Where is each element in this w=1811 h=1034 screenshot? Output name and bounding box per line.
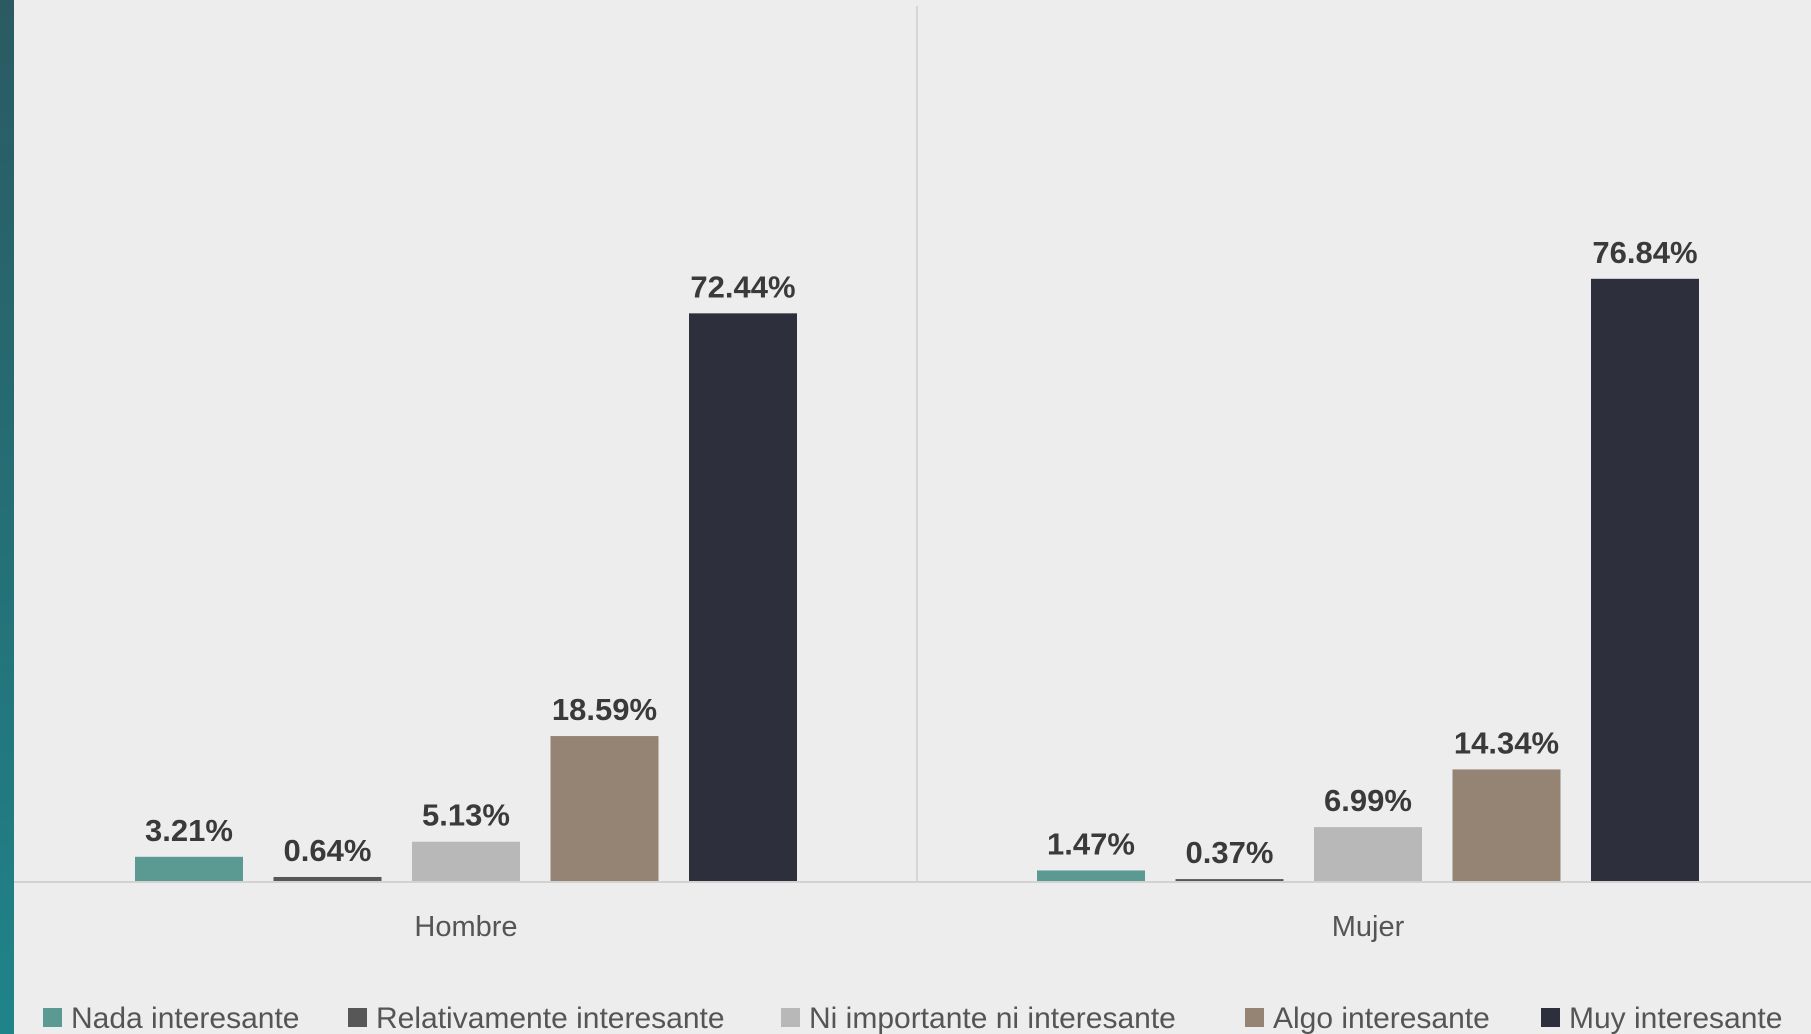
legend-item-muy-interesante: Muy interesante	[1541, 1002, 1782, 1034]
category-labels-layer: Hombre Mujer	[414, 911, 1404, 943]
legend: Nada interesante Relativamente interesant…	[43, 1002, 1782, 1034]
legend-item-algo-interesante: Algo interesante	[1245, 1002, 1490, 1034]
bar-hombre-muy-interesante	[689, 313, 797, 882]
bar-hombre-relativamente-interesante	[273, 876, 382, 882]
data-label-hombre-relativamente-interesante: 0.64%	[284, 833, 372, 868]
legend-label-muy-interesante: Muy interesante	[1569, 1002, 1782, 1034]
legend-swatch-ni-importante-ni-interesante	[781, 1008, 800, 1027]
legend-swatch-muy-interesante	[1541, 1008, 1560, 1027]
bar-mujer-ni-importante-ni-interesante	[1314, 827, 1422, 882]
legend-label-relativamente-interesante: Relativamente interesante	[376, 1002, 725, 1034]
legend-label-nada-interesante: Nada interesante	[71, 1002, 300, 1034]
data-label-hombre-ni-importante-ni-interesante: 5.13%	[422, 798, 510, 833]
bar-mujer-relativamente-interesante	[1175, 879, 1284, 882]
data-label-hombre-algo-interesante: 18.59%	[552, 692, 657, 727]
data-label-mujer-nada-interesante: 1.47%	[1047, 826, 1135, 861]
data-label-mujer-algo-interesante: 14.34%	[1454, 725, 1559, 760]
data-label-mujer-muy-interesante: 76.84%	[1592, 235, 1697, 270]
bar-hombre-algo-interesante	[550, 736, 659, 882]
data-label-mujer-relativamente-interesante: 0.37%	[1186, 835, 1274, 870]
legend-swatch-nada-interesante	[43, 1008, 62, 1027]
legend-label-algo-interesante: Algo interesante	[1273, 1002, 1490, 1034]
bar-mujer-muy-interesante	[1591, 278, 1699, 882]
legend-swatch-algo-interesante	[1245, 1008, 1264, 1027]
bar-hombre-nada-interesante	[135, 856, 243, 882]
legend-swatch-relativamente-interesante	[348, 1008, 367, 1027]
data-label-mujer-ni-importante-ni-interesante: 6.99%	[1324, 783, 1412, 818]
bars-layer	[135, 278, 1699, 882]
bar-mujer-algo-interesante	[1452, 769, 1561, 882]
value-labels-layer: 3.21% 0.64% 5.13% 18.59% 72.44% 1.47% 0.37% 6.9…	[145, 235, 1698, 870]
legend-item-relativamente-interesante: Relativamente interesante	[348, 1002, 725, 1034]
legend-label-ni-importante-ni-interesante: Ni importante ni interesante	[809, 1002, 1176, 1034]
category-label-hombre: Hombre	[414, 911, 517, 943]
legend-item-nada-interesante: Nada interesante	[43, 1002, 300, 1034]
bar-hombre-ni-importante-ni-interesante	[412, 841, 520, 882]
legend-item-ni-importante-ni-interesante: Ni importante ni interesante	[781, 1002, 1176, 1034]
bar-mujer-nada-interesante	[1037, 870, 1145, 882]
data-label-hombre-muy-interesante: 72.44%	[690, 269, 795, 304]
category-label-mujer: Mujer	[1332, 911, 1405, 943]
data-label-hombre-nada-interesante: 3.21%	[145, 813, 233, 848]
accent-strip	[0, 0, 14, 1034]
